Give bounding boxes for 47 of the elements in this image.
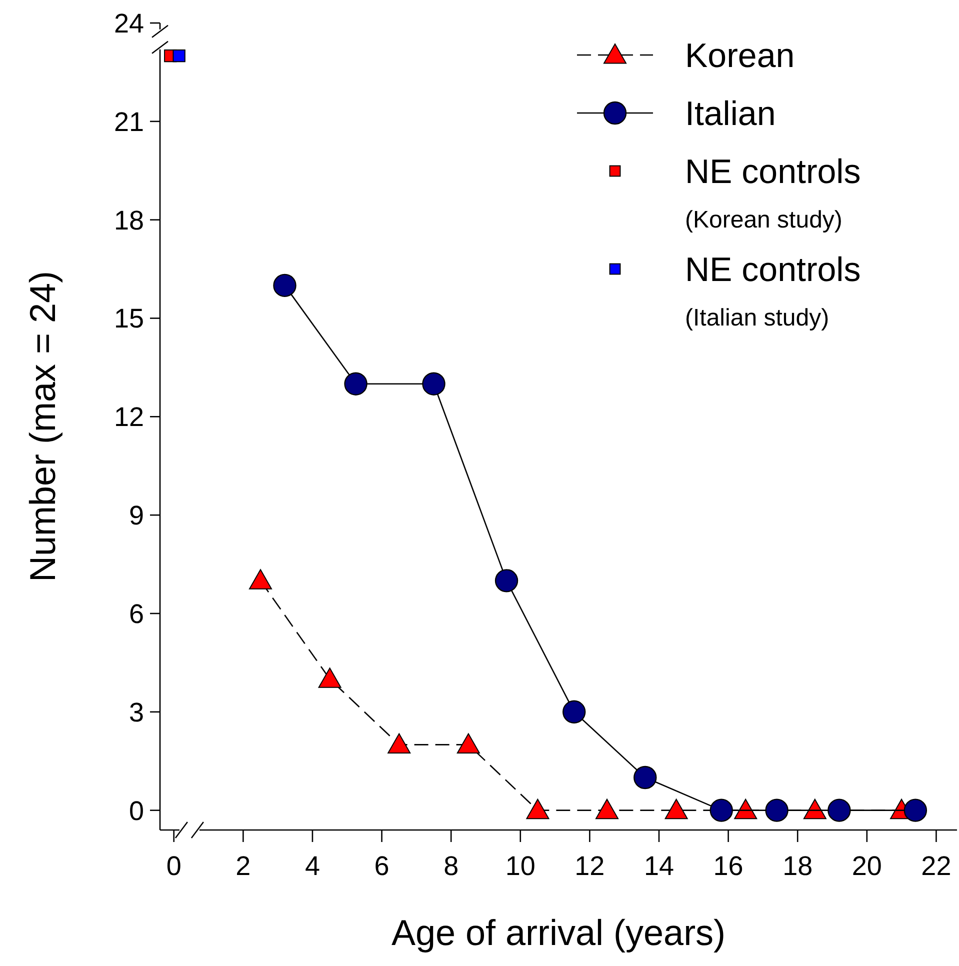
legend-label: NE controls (Korean study)	[685, 152, 861, 234]
point	[664, 798, 688, 820]
point	[904, 798, 928, 822]
point	[710, 798, 733, 822]
y-tick-label: 18	[114, 205, 144, 236]
point	[248, 569, 272, 590]
y-tick-label: 6	[128, 598, 144, 629]
point	[388, 733, 411, 754]
x-tick-label: 22	[921, 851, 952, 881]
y-tick-label: 21	[114, 106, 144, 137]
point	[172, 49, 186, 62]
point	[634, 766, 657, 790]
x-tick-label: 14	[644, 851, 674, 881]
point	[803, 798, 826, 820]
x-axis-title: Age of arrival (years)	[391, 912, 726, 953]
x-tick-label: 8	[444, 851, 459, 881]
x-tick-label: 2	[236, 851, 251, 881]
x-tick-label: 10	[505, 851, 536, 881]
point	[273, 274, 296, 298]
point	[494, 569, 518, 592]
legend-label: Italian	[685, 94, 776, 133]
x-tick-label: 20	[852, 851, 882, 881]
y-tick-label: 3	[128, 697, 144, 728]
point	[562, 700, 586, 724]
legend-label: Korean	[685, 36, 795, 75]
point	[344, 372, 368, 396]
point	[422, 372, 446, 396]
point	[526, 798, 550, 820]
y-tick-label: 0	[128, 796, 144, 826]
y-tick-label: 12	[114, 402, 144, 432]
y-tick-label: 9	[128, 500, 144, 531]
x-tick-label: 6	[374, 851, 390, 881]
x-tick-label: 12	[574, 851, 605, 881]
point	[734, 798, 758, 820]
x-tick-label: 16	[713, 851, 744, 881]
y-tick-label: 15	[114, 304, 144, 334]
x-tick-label: 4	[304, 851, 320, 881]
legend-label: NE controls (Italian study)	[685, 250, 861, 332]
point	[456, 733, 480, 754]
point	[318, 668, 342, 688]
x-tick-label: 0	[166, 851, 182, 881]
x-tick-label: 18	[782, 851, 813, 881]
y-tick-label: 24	[114, 8, 144, 38]
point	[596, 798, 619, 820]
y-axis-title: Number (max = 24)	[22, 270, 63, 582]
point	[765, 798, 788, 822]
point	[828, 798, 851, 822]
